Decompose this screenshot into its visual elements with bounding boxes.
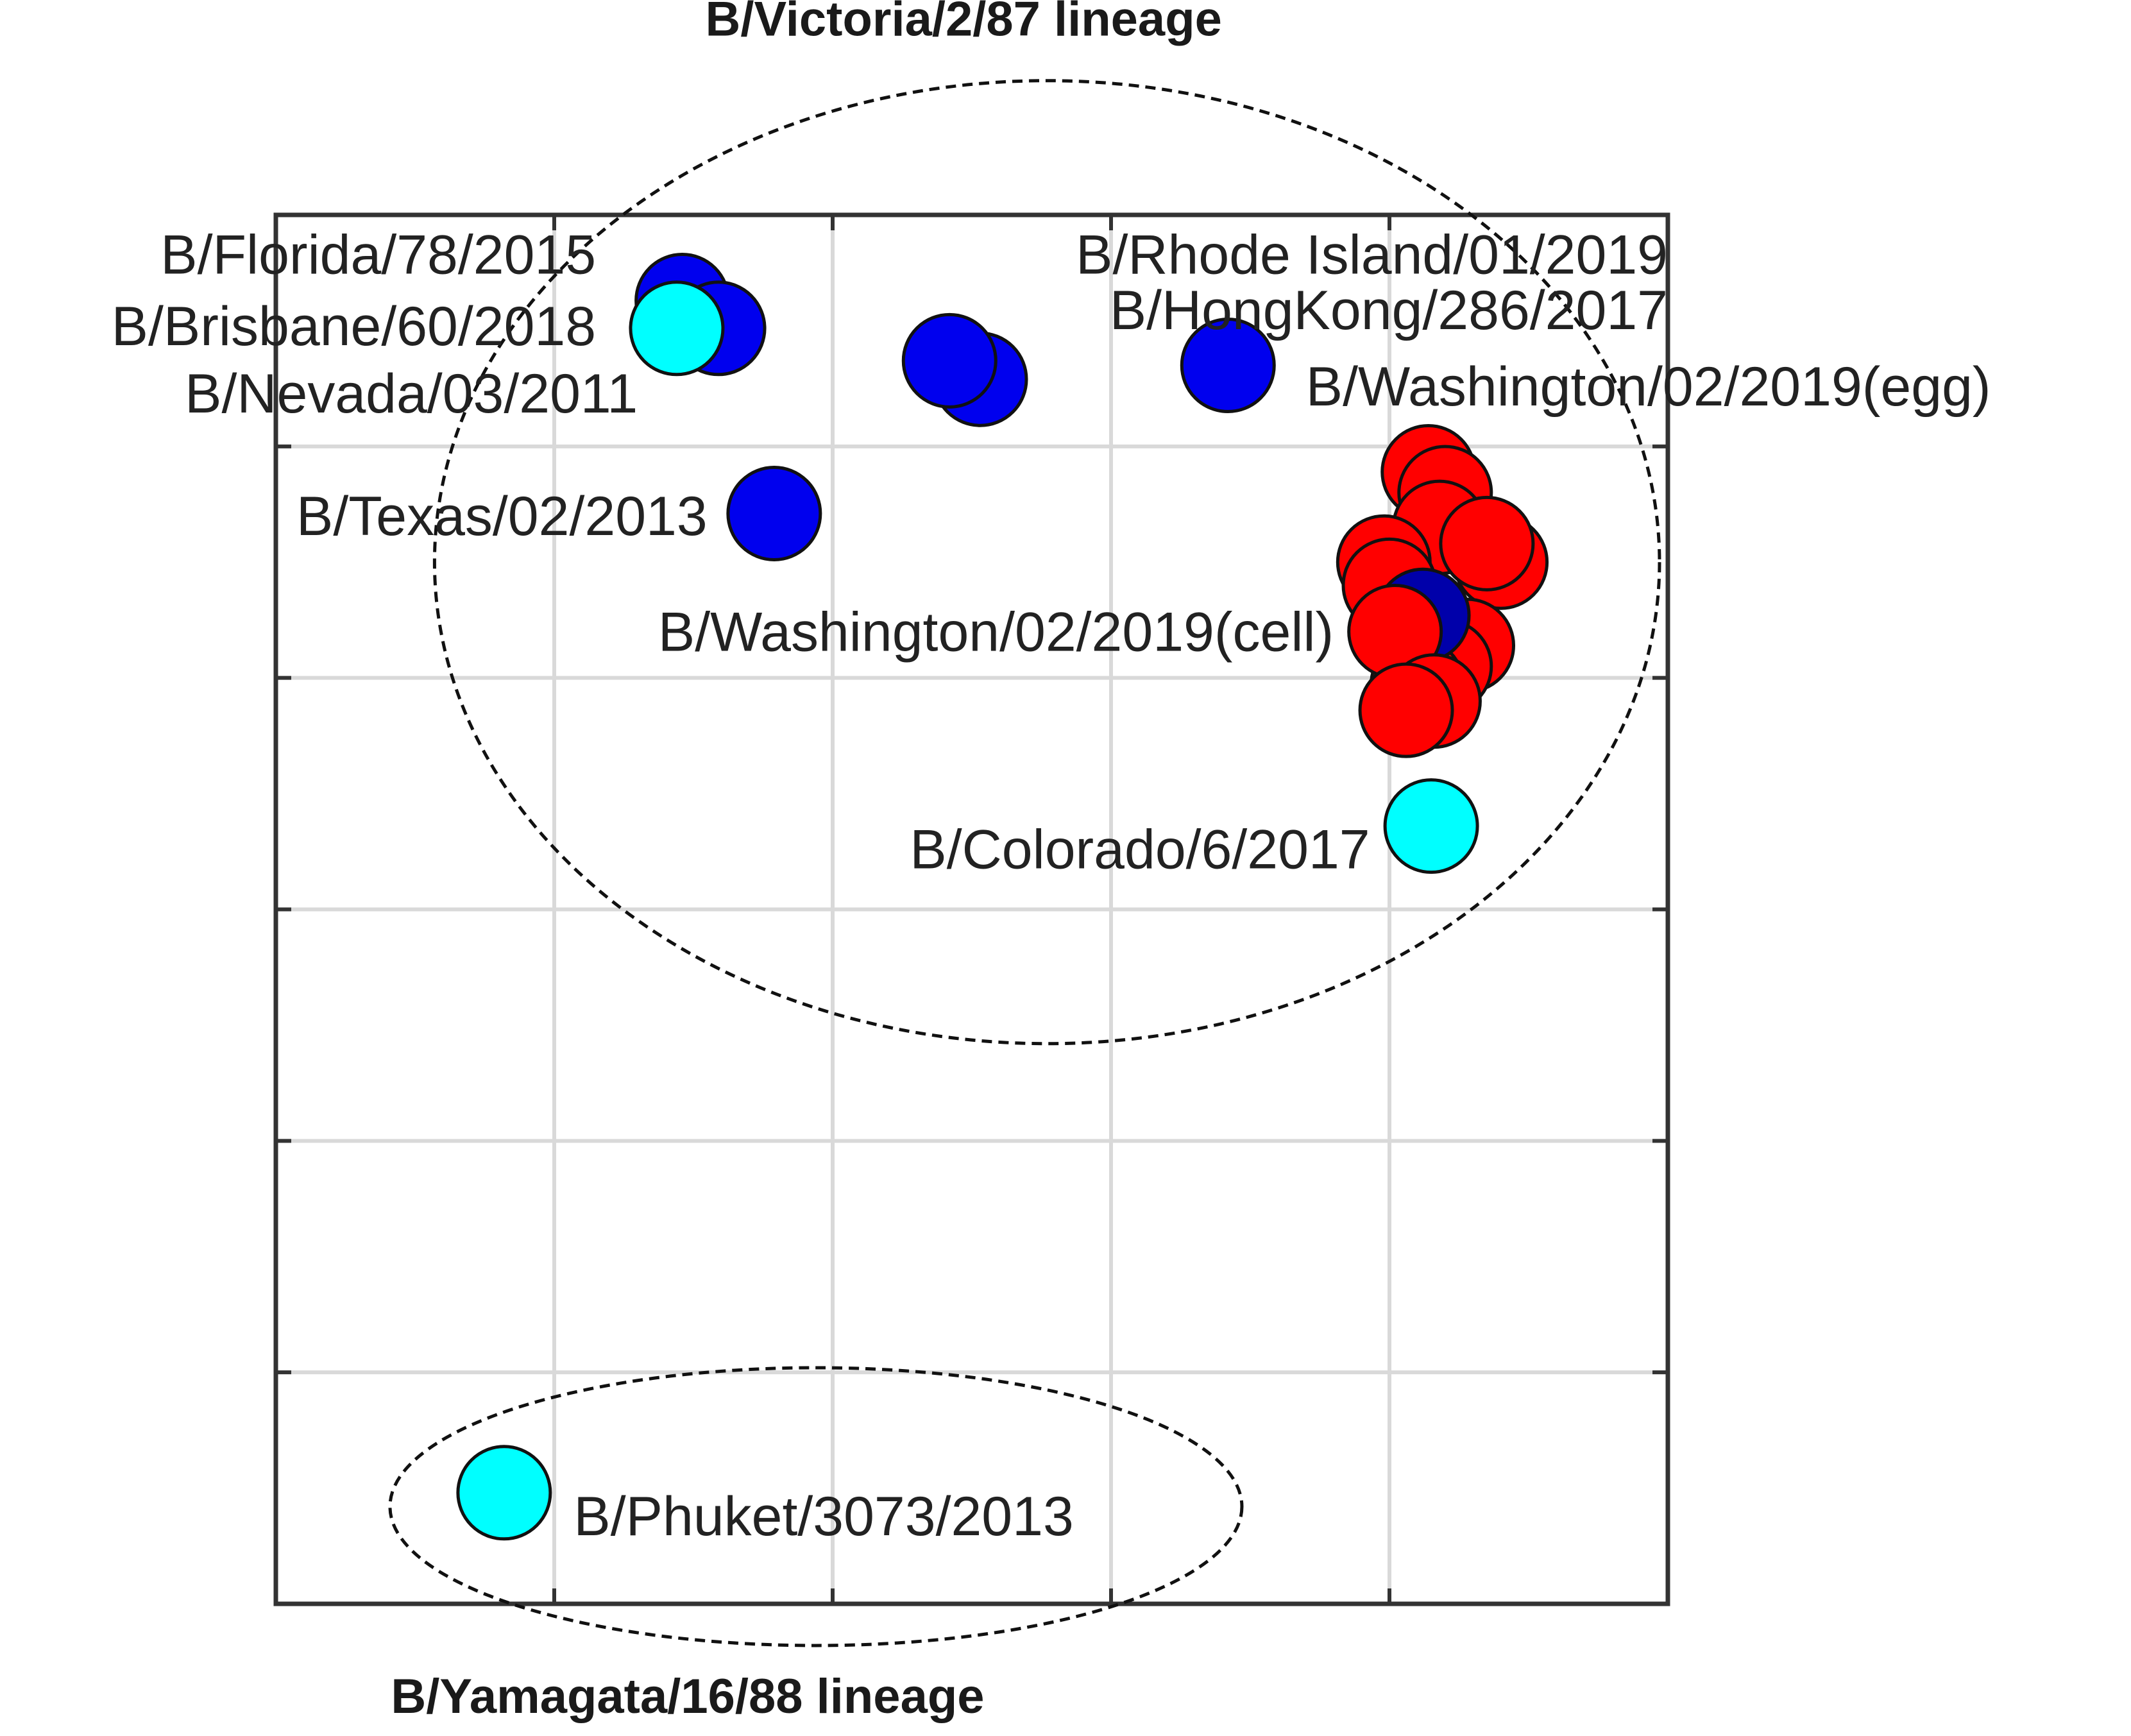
- data-points: [456, 253, 1549, 1541]
- data-point: [1358, 662, 1454, 758]
- strain-label: B/Rhode Island/01/2019: [1076, 224, 1668, 285]
- data-point: [456, 1445, 552, 1541]
- data-point: [901, 312, 998, 409]
- strain-label: B/HongKong/286/2017: [1110, 280, 1668, 341]
- plot-frame: [273, 212, 1670, 1606]
- strain-label: B/Florida/78/2015: [160, 224, 596, 285]
- strain-label: B/Washington/02/2019(egg): [1306, 356, 1991, 418]
- lineage-ellipse: [432, 79, 1661, 1046]
- strain-label: B/Washington/02/2019(cell): [658, 602, 1334, 663]
- plot-border: [273, 212, 1670, 1606]
- strain-label: B/Colorado/6/2017: [910, 819, 1370, 881]
- lineage-title: B/Victoria/2/87 lineage: [705, 0, 1221, 47]
- strain-label: B/Brisbane/60/2018: [112, 296, 596, 357]
- strain-label: B/Phuket/3073/2013: [573, 1486, 1073, 1547]
- strain-labels: B/Florida/78/2015 B/Brisbane/60/2018B/Nev…: [112, 224, 1991, 1547]
- data-point: [1180, 318, 1276, 414]
- data-point: [726, 465, 822, 561]
- lineage-titles: B/Victoria/2/87 lineage B/Yamagata/16/88 …: [391, 0, 1222, 1724]
- lineage-ellipses: [388, 79, 1661, 1647]
- data-point: [1439, 495, 1535, 591]
- strain-label: B/Nevada/03/2011: [185, 363, 638, 425]
- lineage-title: B/Yamagata/16/88 lineage: [391, 1669, 984, 1724]
- strain-label: B/Texas/02/2013: [296, 486, 708, 547]
- data-point: [629, 280, 725, 377]
- data-point: [1383, 778, 1479, 874]
- lineage-ellipse: [388, 1366, 1244, 1647]
